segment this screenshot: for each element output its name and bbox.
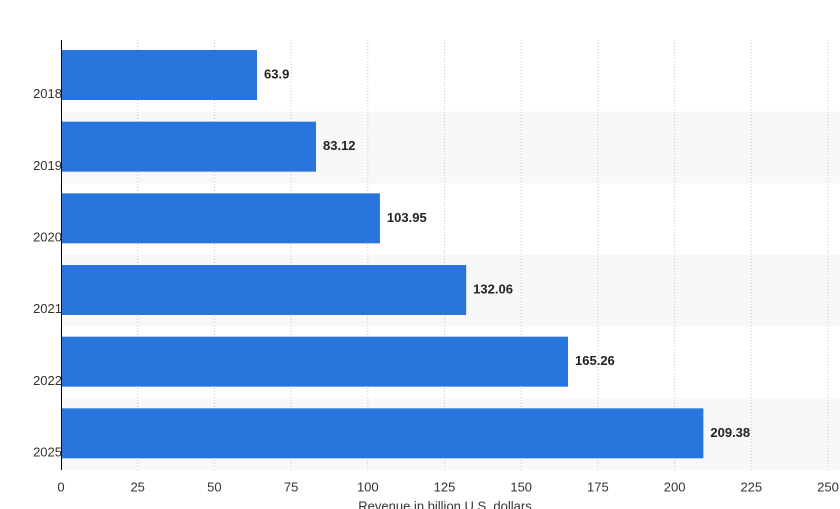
x-tick-label: 200 [664,479,686,494]
x-tick-label: 250 [817,479,839,494]
y-tick-label: 2019 [33,158,62,173]
value-label: 63.9 [264,66,289,81]
value-label: 132.06 [473,281,513,296]
bar [61,121,317,172]
x-tick-label: 75 [284,479,298,494]
value-label: 103.95 [387,210,427,225]
x-axis-label: Revenue in billion U.S. dollars [358,498,532,509]
x-tick-label: 175 [587,479,609,494]
bar [61,265,467,315]
y-tick-label: 2022 [33,373,62,388]
bar [61,50,258,100]
x-tick-label: 225 [740,479,762,494]
y-tick-label: 2018 [33,86,62,101]
x-tick-label: 25 [130,479,144,494]
bars: 63.9 83.12 103.95 132.06 165.26 209.38 [61,50,750,459]
bar [61,336,569,387]
value-label: 209.38 [710,425,750,440]
x-tick-label: 125 [434,479,456,494]
y-tick-label: 2020 [33,229,62,244]
x-tick-label: 100 [357,479,379,494]
y-tick-label: 2021 [33,301,62,316]
value-label: 83.12 [323,138,356,153]
bar [61,408,704,459]
x-tick-label: 0 [57,479,64,494]
x-tick-label: 50 [207,479,221,494]
bar [61,193,380,244]
x-tick-label: 150 [510,479,532,494]
value-label: 165.26 [575,353,615,368]
y-tick-label: 2025 [33,444,62,459]
